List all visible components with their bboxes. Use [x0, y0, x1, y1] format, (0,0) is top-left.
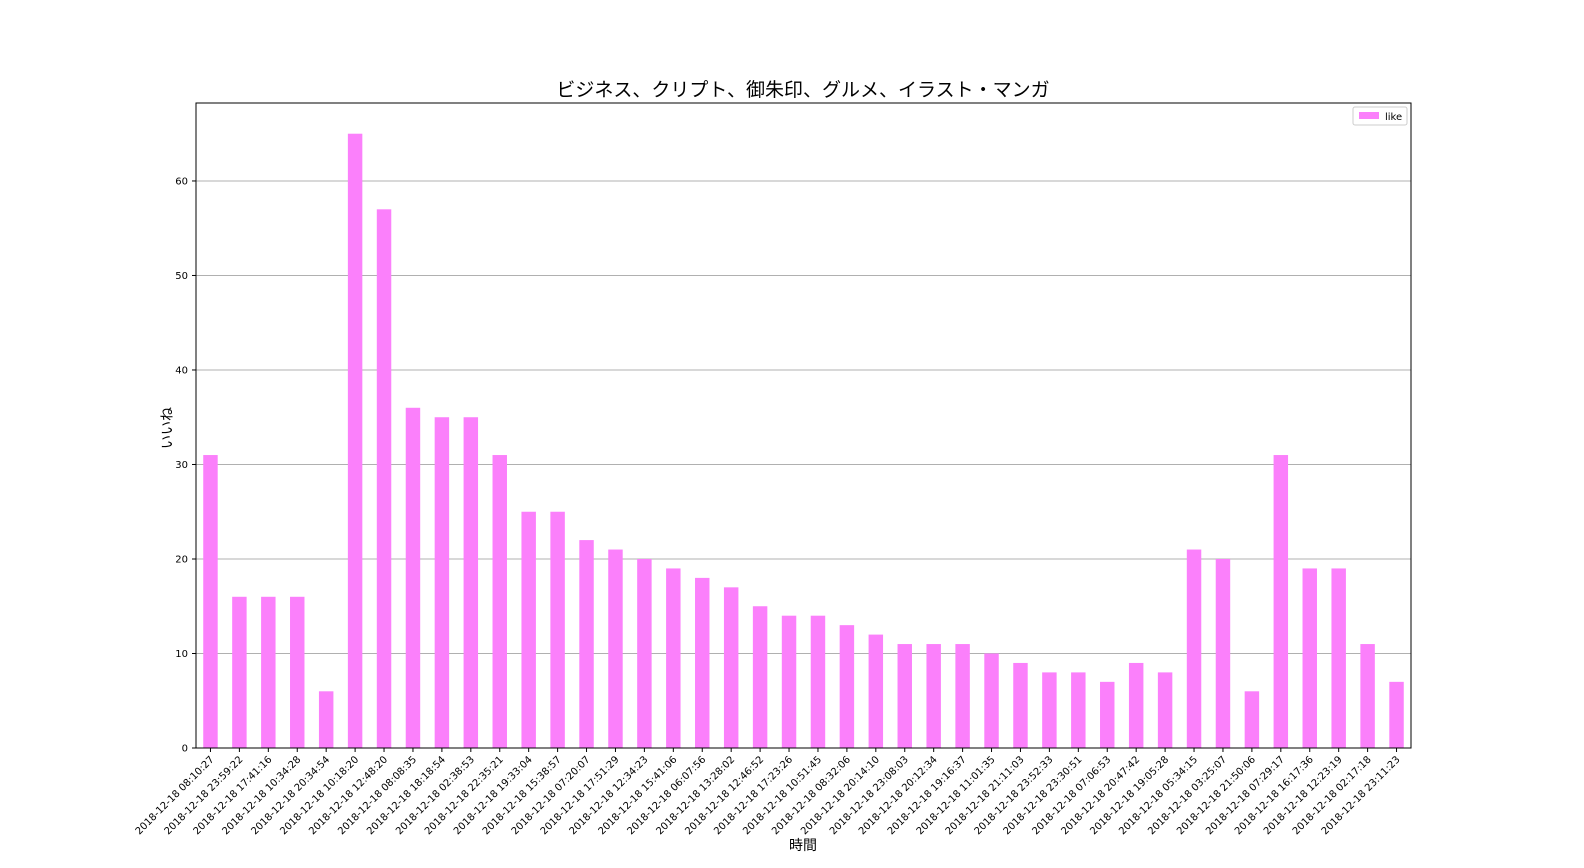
bar: [868, 634, 884, 748]
bar: [723, 587, 739, 748]
y-tick-label: 60: [175, 176, 188, 187]
bar: [1360, 644, 1375, 748]
bar: [608, 549, 623, 748]
bar: [897, 644, 912, 748]
bar: [1013, 662, 1028, 748]
bar: [1071, 672, 1086, 748]
y-tick-label: 10: [175, 649, 188, 660]
bar: [1389, 681, 1404, 748]
bar: [347, 133, 363, 748]
legend-swatch: [1359, 112, 1379, 119]
bar: [984, 653, 999, 748]
bar: [232, 596, 247, 748]
legend-box: [1352, 106, 1408, 126]
y-tick-label: 20: [175, 554, 188, 565]
bar: [955, 644, 970, 748]
bar: [1128, 662, 1144, 748]
bar: [1331, 568, 1346, 748]
y-tick-label: 40: [175, 365, 188, 376]
bar: [261, 596, 276, 748]
bar: [203, 455, 218, 748]
bar: [376, 209, 392, 749]
y-tick-label: 0: [182, 744, 188, 755]
bar: [434, 417, 450, 748]
y-tick-label: 30: [175, 460, 188, 471]
bar: [839, 625, 855, 748]
legend-label: like: [1385, 112, 1402, 123]
chart-title: ビジネス、クリプト、御朱印、グルメ、イラスト・マンガ: [556, 79, 1049, 101]
bar: [1157, 672, 1173, 748]
bar: [781, 615, 797, 748]
bar: [521, 511, 536, 748]
bar: [550, 511, 565, 748]
bar: [1244, 691, 1260, 748]
y-axis-label: いいね: [160, 407, 176, 449]
bar: [1042, 672, 1057, 748]
x-axis-label: 時間: [789, 838, 817, 854]
bar: [405, 407, 421, 748]
bar: [1215, 558, 1231, 748]
bar: [637, 558, 652, 748]
y-tick-label: 50: [175, 271, 188, 282]
bar: [666, 568, 681, 748]
bar: [492, 455, 507, 748]
bar: [1273, 455, 1289, 748]
bar: [695, 577, 710, 748]
bar: [1302, 568, 1317, 748]
bar: [926, 644, 941, 748]
bar: [579, 540, 594, 748]
bar: [290, 596, 305, 748]
bar: [318, 691, 334, 748]
bar: [463, 417, 479, 748]
plot-frame: [195, 102, 1412, 749]
bar: [810, 615, 826, 748]
bar: [1100, 681, 1115, 748]
bar: [752, 606, 768, 748]
bar: [1186, 549, 1202, 748]
